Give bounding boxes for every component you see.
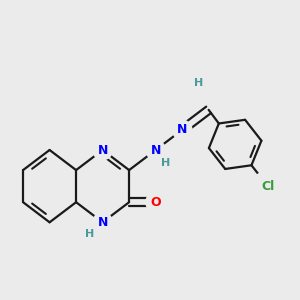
Circle shape [188, 73, 208, 94]
Text: H: H [85, 229, 94, 238]
Circle shape [92, 140, 113, 160]
Circle shape [92, 212, 113, 233]
Text: N: N [150, 143, 161, 157]
Text: N: N [98, 143, 108, 157]
Circle shape [155, 152, 176, 173]
Text: Cl: Cl [261, 180, 274, 193]
Circle shape [145, 192, 166, 213]
Circle shape [252, 170, 284, 202]
Text: N: N [98, 216, 108, 229]
Circle shape [172, 119, 193, 140]
Circle shape [79, 223, 100, 244]
Text: H: H [160, 158, 170, 168]
Text: N: N [177, 123, 187, 136]
Circle shape [145, 140, 166, 160]
Text: H: H [194, 78, 203, 88]
Text: O: O [150, 196, 161, 209]
